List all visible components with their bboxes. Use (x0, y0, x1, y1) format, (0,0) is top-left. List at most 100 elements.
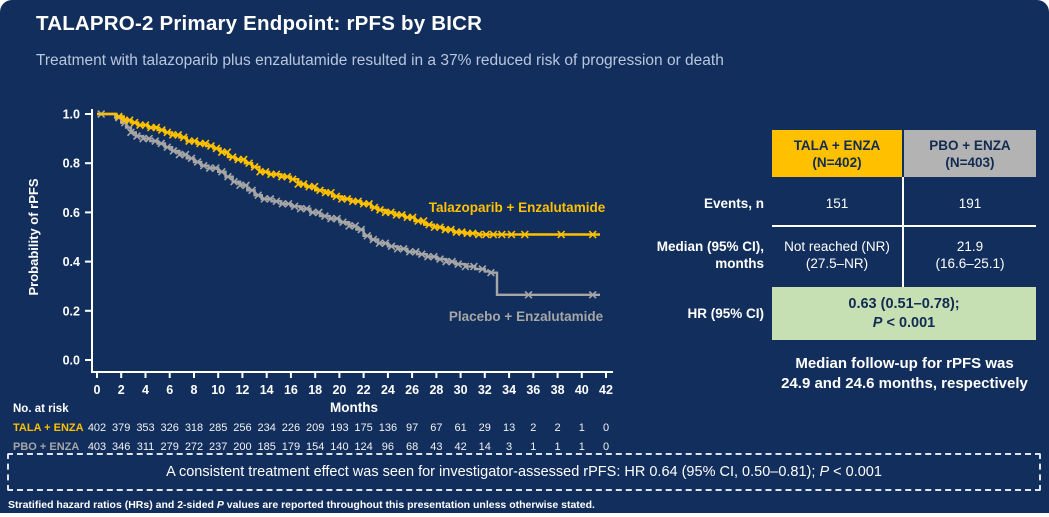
svg-text:38: 38 (551, 383, 565, 397)
censor-marks-tala (114, 112, 597, 239)
svg-text:29: 29 (479, 422, 491, 434)
svg-text:14: 14 (479, 441, 491, 453)
svg-text:32: 32 (478, 383, 492, 397)
svg-text:42: 42 (454, 441, 466, 453)
svg-text:43: 43 (430, 441, 442, 453)
svg-text:2: 2 (555, 422, 561, 434)
series-label-tala: Talazoparib + Enzalutamide (429, 200, 606, 215)
km-curve-tala (97, 112, 600, 236)
km-axis-labels: 1.00.80.60.40.20.00 2 4 6 8 10 12 14 16 18 20 22 24 2… (26, 108, 613, 416)
svg-text:0.2: 0.2 (63, 304, 80, 318)
svg-text:8: 8 (191, 383, 198, 397)
km-series-pbo: Placebo + Enzalutamide (97, 110, 604, 324)
svg-text:185: 185 (258, 441, 276, 453)
no-at-risk-table: No. at risk TALA + ENZA 402 379 353 326 318 285… (13, 403, 609, 453)
y-axis-title: Probability of rPFS (26, 178, 41, 295)
svg-text:1.0: 1.0 (63, 108, 80, 122)
svg-text:3: 3 (506, 441, 512, 453)
svg-text:96: 96 (382, 441, 394, 453)
footnote: Stratified hazard ratios (HRs) and 2-sid… (8, 499, 595, 511)
page-subtitle: Treatment with talazoparib plus enzaluta… (36, 52, 724, 69)
svg-text:6: 6 (166, 383, 173, 397)
table-header-pbo-enza: PBO + ENZA (N=403) (904, 130, 1036, 177)
median-followup-note: Median follow-up for rPFS was 24.9 and 2… (781, 355, 1028, 392)
row-label-events: Events, n (703, 196, 764, 211)
svg-text:226: 226 (282, 422, 300, 434)
svg-text:234: 234 (258, 422, 276, 434)
svg-text:42: 42 (599, 383, 613, 397)
svg-text:402: 402 (88, 422, 106, 434)
svg-text:36: 36 (526, 383, 540, 397)
svg-text:0: 0 (94, 383, 101, 397)
svg-text:0.6: 0.6 (63, 206, 80, 220)
events-value-tala: 151 (825, 196, 849, 211)
svg-text:67: 67 (430, 422, 442, 434)
svg-text:311: 311 (137, 441, 155, 453)
table-header-tala-enza: TALA + ENZA (N=402) (772, 130, 902, 177)
svg-text:136: 136 (379, 422, 397, 434)
risk-row-label-0: TALA + ENZA (13, 422, 84, 434)
svg-text:4: 4 (142, 383, 149, 397)
table-horizontal-divider (772, 225, 1036, 227)
row-label-median: Median (95% CI), months (656, 239, 764, 271)
svg-text:1: 1 (579, 441, 585, 453)
svg-text:318: 318 (185, 422, 203, 434)
svg-text:379: 379 (112, 422, 130, 434)
svg-text:1: 1 (530, 441, 536, 453)
svg-text:34: 34 (502, 383, 516, 397)
svg-text:154: 154 (306, 441, 324, 453)
km-axes (85, 109, 613, 378)
svg-text:403: 403 (88, 441, 106, 453)
svg-text:13: 13 (503, 422, 515, 434)
svg-text:179: 179 (282, 441, 300, 453)
svg-text:2: 2 (530, 422, 536, 434)
svg-text:40: 40 (575, 383, 589, 397)
svg-text:285: 285 (209, 422, 227, 434)
median-value-tala: Not reached (NR) (27.5–NR) (784, 239, 890, 271)
svg-text:14: 14 (260, 383, 274, 397)
svg-text:272: 272 (185, 441, 203, 453)
svg-text:353: 353 (136, 422, 154, 434)
svg-text:124: 124 (354, 441, 372, 453)
median-value-pbo: 21.9 (16.6–25.1) (935, 239, 1005, 271)
svg-text:26: 26 (405, 383, 419, 397)
svg-text:22: 22 (357, 383, 371, 397)
series-label-pbo: Placebo + Enzalutamide (449, 309, 604, 324)
svg-text:200: 200 (233, 441, 251, 453)
svg-text:140: 140 (330, 441, 348, 453)
svg-text:18: 18 (308, 383, 322, 397)
hr-value: 0.63 (0.51–0.78); (848, 295, 960, 312)
svg-text:0.8: 0.8 (63, 157, 80, 171)
row-label-hr: HR (95% CI) (687, 306, 764, 321)
svg-text:1: 1 (555, 441, 561, 453)
svg-text:12: 12 (235, 383, 249, 397)
svg-text:0.4: 0.4 (63, 255, 80, 269)
svg-text:0: 0 (603, 422, 609, 434)
svg-text:10: 10 (211, 383, 225, 397)
svg-text:193: 193 (330, 422, 348, 434)
svg-text:0: 0 (603, 441, 609, 453)
svg-text:61: 61 (454, 422, 466, 434)
risk-row-label-1: PBO + ENZA (13, 441, 79, 453)
svg-text:256: 256 (233, 422, 251, 434)
hr-result-highlight: 0.63 (0.51–0.78); P < 0.001 (772, 287, 1036, 340)
events-value-pbo: 191 (958, 196, 982, 211)
svg-text:346: 346 (112, 441, 130, 453)
svg-text:20: 20 (332, 383, 346, 397)
svg-text:68: 68 (406, 441, 418, 453)
page-title: TALAPRO-2 Primary Endpoint: rPFS by BICR (36, 12, 483, 35)
km-series-tala: Talazoparib + Enzalutamide (97, 112, 606, 239)
svg-text:97: 97 (406, 422, 418, 434)
svg-text:209: 209 (306, 422, 324, 434)
svg-text:279: 279 (161, 441, 179, 453)
svg-text:16: 16 (284, 383, 298, 397)
svg-text:0.0: 0.0 (63, 354, 80, 368)
x-axis-title: Months (330, 400, 378, 415)
consistency-callout-box: A consistent treatment effect was seen f… (7, 453, 1041, 491)
table-vertical-divider (902, 177, 904, 287)
svg-text:326: 326 (161, 422, 179, 434)
svg-text:30: 30 (454, 383, 468, 397)
svg-text:1: 1 (579, 422, 585, 434)
